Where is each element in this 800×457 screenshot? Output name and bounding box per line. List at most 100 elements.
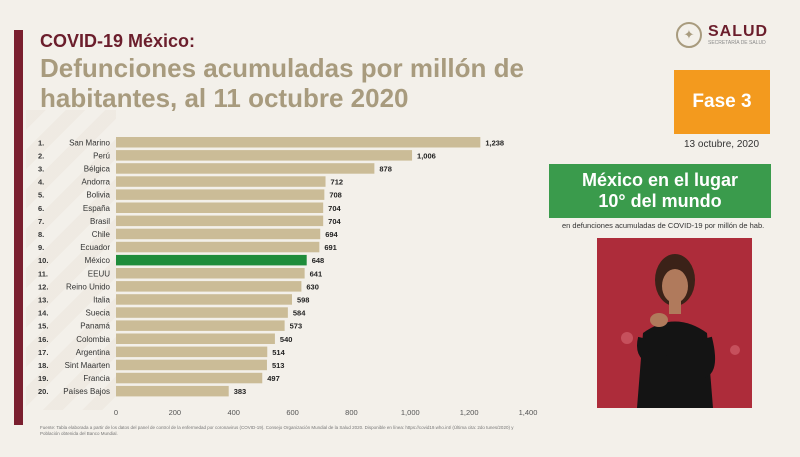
phase-date: 13 octubre, 2020 [684,139,760,150]
bar [116,254,307,266]
value-label: 641 [310,269,323,278]
rank-label: 15. [38,322,48,331]
x-tick-label: 1,400 [519,408,538,417]
bar [116,150,413,161]
value-label: 691 [324,243,337,252]
interpreter-figure [621,254,740,408]
bar [116,359,267,371]
rank-label: 9. [38,243,44,252]
x-tick-label: 400 [227,408,240,417]
category-label: México [85,256,111,265]
rank-label: 13. [38,295,48,304]
value-label: 540 [280,335,293,344]
rank-label: 17. [38,348,48,357]
x-tick-label: 1,200 [460,408,479,417]
value-label: 573 [290,322,303,331]
category-label: Suecia [86,309,111,318]
category-label: Francia [83,374,110,383]
category-label: San Marino [69,138,110,147]
category-label: Colombia [76,335,110,344]
rank-label: 5. [38,191,44,200]
value-label: 878 [379,164,392,173]
value-label: 694 [325,230,338,239]
category-label: Italia [93,295,110,304]
x-tick-label: 600 [286,408,299,417]
callout-line-2: 10° del mundo [598,191,722,211]
category-label: EEUU [88,269,110,278]
bar [116,176,326,187]
category-label: Países Bajos [63,387,110,396]
category-label: España [83,204,111,213]
bar [116,281,302,292]
value-label: 630 [306,282,319,291]
x-tick-label: 0 [114,408,118,417]
footnote-line-2: Población obtenida del Banco Mundial. [40,431,118,436]
category-label: Perú [93,151,110,160]
value-label: 648 [312,256,325,265]
rank-label: 3. [38,164,44,173]
page-title: Defunciones acumuladas por millón de hab… [40,53,524,113]
rank-label: 10. [38,256,48,265]
category-label: Reino Unido [66,282,111,291]
value-label: 712 [331,178,344,187]
value-label: 584 [293,309,306,318]
category-label: Sint Maarten [65,361,110,370]
value-label: 513 [272,361,285,370]
bar [116,294,292,305]
callout-note: en defunciones acumuladas de COVID-19 po… [562,221,765,230]
bar [116,333,275,344]
x-tick-label: 800 [345,408,358,417]
footnote-line-1: Fuente: Tabla elaborada a partir de los … [40,425,514,430]
salud-logo: ✦ SALUD SECRETARÍA DE SALUD [676,22,768,48]
sign-language-video [597,238,752,408]
value-label: 704 [328,204,341,213]
rank-label: 11. [38,269,48,278]
bar [116,215,324,227]
bar [116,268,305,279]
value-label: 497 [267,374,280,383]
rank-label: 18. [38,361,48,370]
value-label: 708 [329,191,342,200]
category-label: Andorra [82,178,111,187]
source-footnote: Fuente: Tabla elaborada a partir de los … [40,425,640,437]
bar [116,307,288,318]
rank-label: 8. [38,230,44,239]
rank-label: 6. [38,204,44,213]
background-pattern [26,110,116,410]
logo-name: SALUD [708,22,769,40]
x-tick-label: 1,000 [401,408,420,417]
seal-icon: ✦ [676,22,702,48]
category-label: Bélgica [84,164,111,173]
rank-label: 4. [38,178,44,187]
bar [116,346,268,358]
rank-label: 14. [38,309,48,318]
rank-label: 12. [38,282,48,291]
bar [116,372,263,384]
bar [116,202,324,213]
category-label: Brasil [90,217,110,226]
rank-label: 2. [38,151,44,160]
logo-subtitle: SECRETARÍA DE SALUD [708,39,766,46]
page-subtitle: COVID-19 México: [40,31,196,51]
category-label: Chile [92,230,111,239]
left-accent-bar [14,30,23,425]
logo-text: SALUD SECRETARÍA DE SALUD [708,22,769,47]
category-label: Bolivia [86,191,110,200]
ranking-callout: México en el lugar 10° del mundo [549,164,771,218]
rank-label: 19. [38,374,48,383]
category-label: Panamá [80,322,110,331]
rank-label: 16. [38,335,48,344]
bar [116,228,321,240]
x-tick-label: 200 [169,408,182,417]
value-label: 514 [272,348,285,357]
category-label: Argentina [76,348,111,357]
value-label: 704 [328,217,341,226]
value-label: 383 [234,387,247,396]
bar [116,137,481,148]
value-label: 598 [297,295,310,304]
callout-line-1: México en el lugar [581,170,739,190]
bar [116,241,320,253]
bar [116,163,375,174]
rank-label: 20. [38,387,48,396]
